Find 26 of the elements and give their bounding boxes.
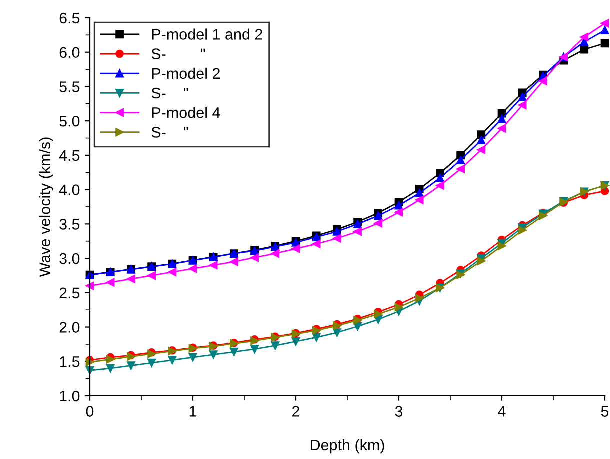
y-tick-label: 3.0 [60, 253, 80, 264]
legend-label: S- " [152, 88, 188, 99]
legend-label: P-model 4 [152, 107, 220, 118]
y-tick-label: 1.0 [60, 390, 80, 402]
y-tick-label: 5.5 [60, 82, 80, 92]
x-tick-label: 2 [292, 406, 300, 417]
x-tick-label: 4 [498, 406, 506, 417]
y-tick-label: 2.0 [60, 322, 80, 333]
x-tick-label: 3 [395, 406, 403, 417]
y-tick-label: 3.5 [60, 219, 80, 230]
y-tick-label: 4.5 [59, 150, 80, 162]
y-tick-label: 6.5 [60, 12, 80, 24]
y-tick-label: 6.0 [60, 47, 80, 58]
y-axis-title: Wave velocity (km/s) [39, 138, 54, 278]
y-tick-label: 1.5 [60, 356, 80, 368]
x-tick-label: 1 [190, 406, 197, 417]
y-tick-label: 5.0 [60, 116, 80, 127]
x-axis-title: Depth (km) [310, 439, 384, 454]
x-tick-label: 5 [601, 406, 609, 417]
legend-label: S- " [152, 48, 206, 60]
y-tick-label: 4.0 [59, 184, 80, 196]
legend-label: P-model 2 [152, 68, 220, 80]
legend-label: P-model 1 and 2 [152, 28, 262, 40]
legend-label: S- " [152, 127, 188, 138]
y-tick-label: 2.5 [60, 288, 80, 299]
x-tick-label: 0 [86, 406, 94, 417]
